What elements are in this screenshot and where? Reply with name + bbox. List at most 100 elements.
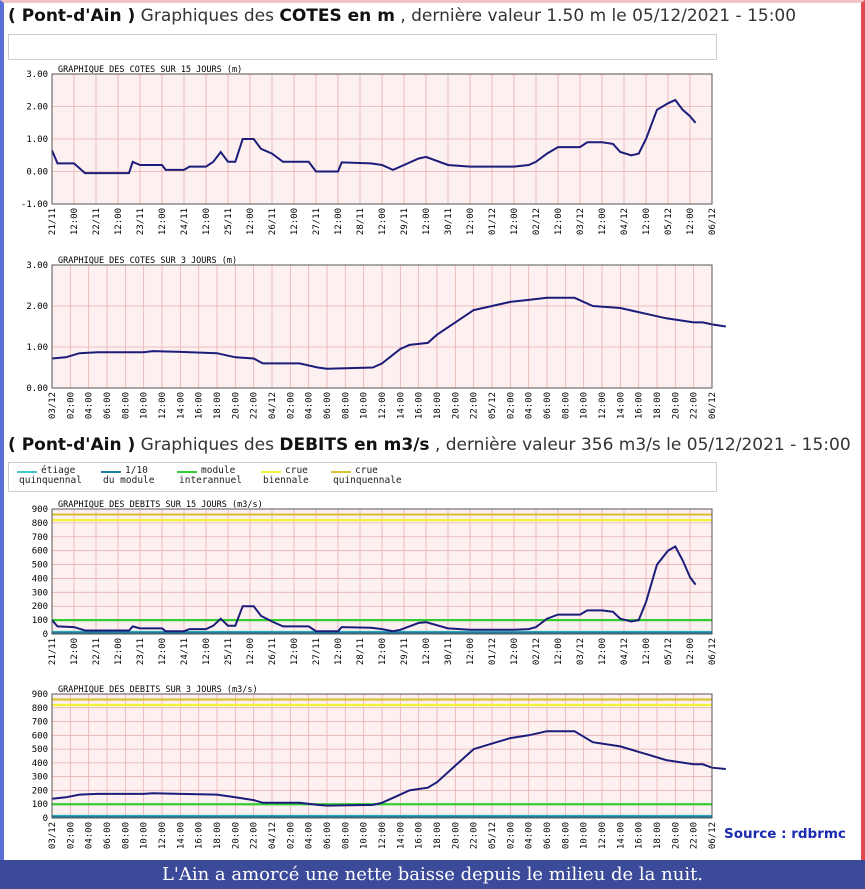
x-tick-label: 04/12	[620, 208, 630, 235]
x-tick-label: 12:00	[598, 208, 608, 235]
x-tick-label: 12:00	[642, 208, 652, 235]
y-tick-label: 200	[32, 786, 48, 796]
x-tick-label: 03/12	[48, 822, 58, 849]
x-tick-label: 22:00	[690, 822, 700, 849]
x-tick-label: 04:00	[525, 392, 535, 419]
x-tick-label: 12:00	[510, 208, 520, 235]
x-tick-label: 12:00	[70, 208, 80, 235]
y-tick-label: 400	[32, 759, 48, 769]
x-tick-label: 12:00	[598, 638, 608, 665]
x-tick-label: 12:00	[686, 638, 696, 665]
x-tick-label: 22:00	[470, 822, 480, 849]
y-tick-label: 0	[43, 630, 48, 640]
x-tick-label: 08:00	[341, 392, 351, 419]
x-tick-label: 14:00	[616, 822, 626, 849]
y-tick-label: 900	[32, 690, 48, 700]
x-tick-label: 16:00	[635, 822, 645, 849]
y-tick-label: -1.00	[21, 200, 48, 210]
x-tick-label: 12:00	[334, 638, 344, 665]
x-tick-label: 25/11	[224, 208, 234, 235]
x-tick-label: 14:00	[616, 392, 626, 419]
x-tick-label: 12:00	[466, 208, 476, 235]
x-tick-label: 14:00	[176, 822, 186, 849]
x-tick-label: 04:00	[525, 822, 535, 849]
x-tick-label: 04:00	[85, 822, 95, 849]
x-tick-label: 05/12	[488, 392, 498, 419]
x-tick-label: 23/11	[136, 638, 146, 665]
legend-label-2: quinquennale	[333, 475, 402, 486]
y-tick-label: 900	[32, 505, 48, 515]
x-tick-label: 28/11	[356, 208, 366, 235]
x-tick-label: 29/11	[400, 208, 410, 235]
x-tick-label: 08:00	[561, 822, 571, 849]
x-tick-label: 05/12	[664, 638, 674, 665]
series-line	[51, 98, 697, 175]
x-tick-label: 12:00	[202, 638, 212, 665]
x-tick-label: 12:00	[158, 822, 168, 849]
x-tick-label: 06/12	[708, 392, 718, 419]
x-tick-label: 14:00	[396, 392, 406, 419]
x-tick-label: 24/11	[180, 638, 190, 665]
x-tick-label: 06:00	[103, 822, 113, 849]
chart-title: GRAPHIQUE DES COTES SUR 15 JOURS (m)	[58, 65, 242, 75]
x-tick-label: 08:00	[561, 392, 571, 419]
y-tick-label: 800	[32, 519, 48, 529]
x-tick-label: 28/11	[356, 638, 366, 665]
y-tick-label: 1.00	[26, 343, 48, 353]
x-tick-label: 20:00	[671, 392, 681, 419]
legend-label-1: module	[201, 465, 236, 476]
x-tick-label: 18:00	[213, 392, 223, 419]
x-tick-label: 20:00	[231, 822, 241, 849]
x-tick-label: 12:00	[246, 638, 256, 665]
header-text: Graphiques des	[140, 6, 274, 26]
x-tick-label: 18:00	[653, 822, 663, 849]
x-tick-label: 10:00	[140, 392, 150, 419]
x-tick-label: 12:00	[158, 392, 168, 419]
header-cotes: ( Pont-d'Ain ) Graphiques des COTES en m…	[8, 6, 796, 26]
x-tick-label: 12:00	[554, 208, 564, 235]
chart-cotes-3-days: 03/12 02:00 04:00 06:00 08:00 10:00 12:00 14:00…	[26, 256, 726, 419]
x-tick-label: 26/11	[268, 208, 278, 235]
x-tick-label: 25/11	[224, 638, 234, 665]
x-tick-label: 10:00	[360, 392, 370, 419]
source-label: Source : rdbrmc	[724, 826, 846, 842]
x-tick-label: 16:00	[415, 392, 425, 419]
x-tick-label: 16:00	[415, 822, 425, 849]
y-tick-label: 3.00	[26, 70, 48, 80]
x-tick-label: 02/12	[532, 208, 542, 235]
x-tick-label: 12:00	[114, 638, 124, 665]
x-tick-label: 12:00	[246, 208, 256, 235]
chart-cotes-15-days: 21/11 12:00 22/11 12:00 23/11 12:00 24/11 12:00…	[21, 65, 718, 235]
x-tick-label: 20:00	[451, 822, 461, 849]
legend-swatch	[177, 471, 197, 473]
x-tick-label: 01/12	[488, 638, 498, 665]
x-tick-label: 10:00	[580, 392, 590, 419]
x-tick-label: 03/12	[48, 392, 58, 419]
x-tick-label: 08:00	[341, 822, 351, 849]
chart-debits-3-days: 03/12 02:00 04:00 06:00 08:00 10:00 12:00 14:00…	[32, 685, 726, 849]
station-name: ( Pont-d'Ain )	[8, 6, 136, 26]
x-tick-label: 18:00	[433, 392, 443, 419]
series-line	[51, 545, 697, 633]
legend-label-1: crue	[285, 465, 308, 476]
legend-swatch	[101, 471, 121, 473]
x-tick-label: 08:00	[121, 392, 131, 419]
chart-title: GRAPHIQUE DES DEBITS SUR 15 JOURS (m3/s)	[58, 500, 263, 510]
x-tick-label: 14:00	[176, 392, 186, 419]
legend-label-2: interannuel	[179, 475, 242, 486]
x-tick-label: 12:00	[70, 638, 80, 665]
x-tick-label: 12:00	[114, 208, 124, 235]
y-tick-label: 100	[32, 800, 48, 810]
y-tick-label: 600	[32, 731, 48, 741]
x-tick-label: 04:00	[305, 392, 315, 419]
x-tick-label: 27/11	[312, 208, 322, 235]
y-tick-label: 500	[32, 561, 48, 571]
legend-item: module interannuel	[177, 465, 242, 486]
y-tick-label: 700	[32, 533, 48, 543]
x-tick-label: 18:00	[433, 822, 443, 849]
x-tick-label: 04/12	[268, 822, 278, 849]
chart-title: GRAPHIQUE DES COTES SUR 3 JOURS (m)	[58, 256, 237, 266]
station-name: ( Pont-d'Ain )	[8, 435, 136, 455]
legend-item: étiage quinquennal	[17, 466, 82, 486]
